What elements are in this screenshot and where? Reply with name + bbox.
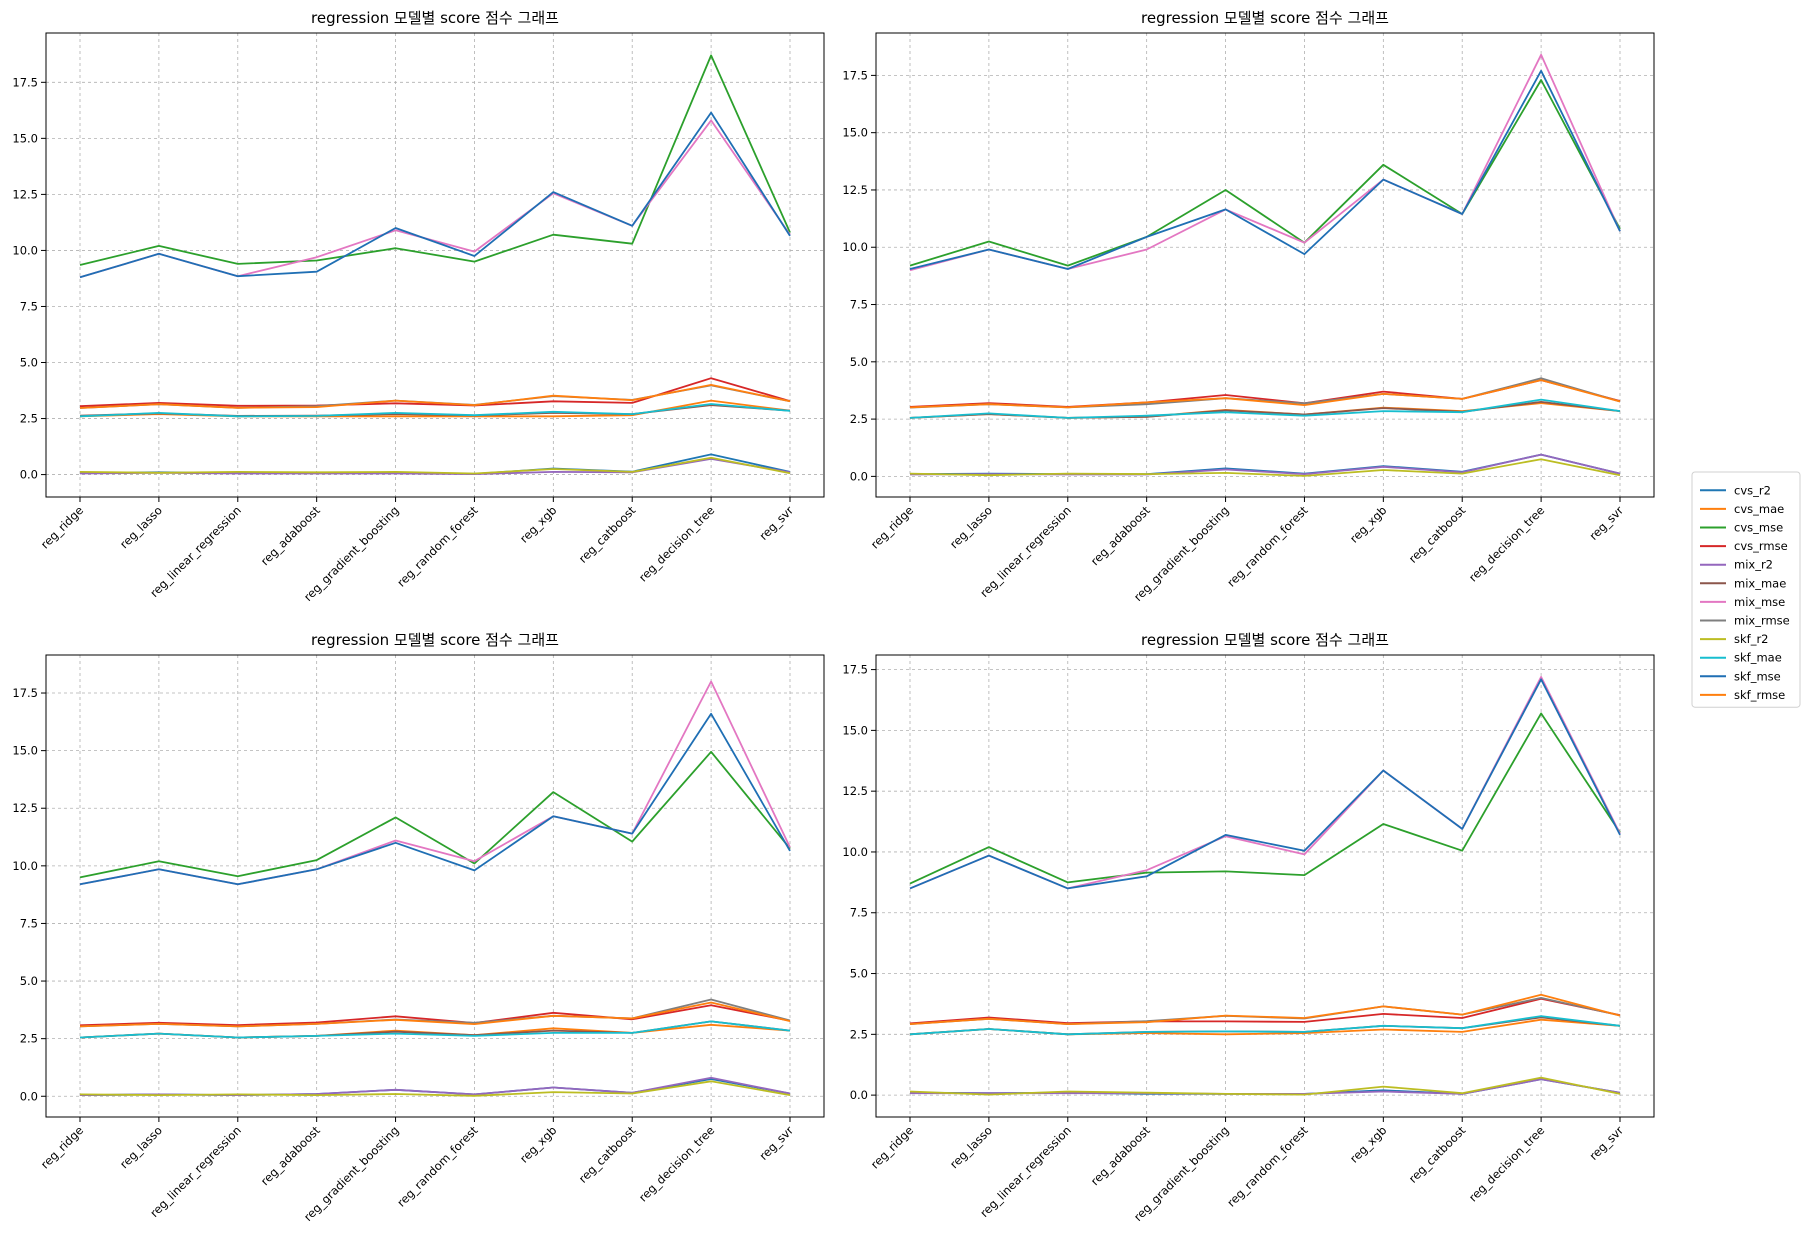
y-tick-label: 17.5 xyxy=(12,686,38,700)
y-tick-label: 0.0 xyxy=(850,1088,868,1102)
y-tick-label: 5.0 xyxy=(850,355,868,369)
legend-label-skf-mse: skf_mse xyxy=(1734,669,1781,683)
y-tick-label: 2.5 xyxy=(850,412,868,426)
series-line-skf-r2 xyxy=(79,456,791,475)
legend-label-skf-r2: skf_r2 xyxy=(1734,632,1769,646)
y-tick-label: 0.0 xyxy=(850,469,868,483)
plot-frame xyxy=(45,32,825,498)
y-tick-label: 12.5 xyxy=(842,784,868,798)
y-tick-label: 10.0 xyxy=(842,240,868,254)
series-line-skf-mse xyxy=(909,678,1621,890)
y-tick-label: 7.5 xyxy=(850,906,868,920)
chart-title: regression 모델별 score 점수 그래프 xyxy=(1141,9,1389,27)
chart-title: regression 모델별 score 점수 그래프 xyxy=(311,631,559,649)
plot-frame xyxy=(875,654,1655,1118)
series-line-cvs-rmse xyxy=(909,997,1621,1025)
legend-label-mix-r2: mix_r2 xyxy=(1734,558,1773,572)
legend-label-cvs-r2: cvs_r2 xyxy=(1734,483,1771,497)
y-tick-label: 12.5 xyxy=(12,801,38,815)
legend-label-skf-mae: skf_mae xyxy=(1734,651,1782,665)
plot-frame xyxy=(875,32,1655,498)
series-line-skf-rmse xyxy=(79,1001,791,1028)
y-tick-label: 2.5 xyxy=(20,1032,38,1046)
legend-label-mix-mae: mix_mae xyxy=(1734,576,1786,590)
y-tick-label: 5.0 xyxy=(20,974,38,988)
y-tick-label: 7.5 xyxy=(850,298,868,312)
y-tick-label: 5.0 xyxy=(850,967,868,981)
series-line-skf-mae xyxy=(909,398,1621,419)
y-tick-label: 5.0 xyxy=(20,356,38,370)
y-tick-label: 17.5 xyxy=(12,75,38,89)
chart-title: regression 모델별 score 점수 그래프 xyxy=(311,9,559,27)
series-line-skf-mae xyxy=(79,1020,791,1039)
plot-frame xyxy=(45,654,825,1118)
chart-title: regression 모델별 score 점수 그래프 xyxy=(1141,631,1389,649)
y-tick-label: 12.5 xyxy=(12,187,38,201)
series-line-skf-mae xyxy=(79,403,791,418)
legend-label-mix-rmse: mix_rmse xyxy=(1734,614,1790,628)
series-line-cvs-rmse xyxy=(79,1004,791,1027)
y-tick-label: 7.5 xyxy=(20,916,38,930)
y-tick-label: 0.0 xyxy=(20,468,38,482)
series-line-skf-r2 xyxy=(79,1080,791,1097)
y-tick-label: 10.0 xyxy=(12,243,38,257)
y-tick-label: 12.5 xyxy=(842,183,868,197)
y-tick-label: 0.0 xyxy=(20,1089,38,1103)
legend-label-cvs-mse: cvs_mse xyxy=(1734,521,1783,535)
series-line-skf-r2 xyxy=(909,458,1621,477)
series-line-cvs-mse xyxy=(79,54,791,266)
series-line-skf-r2 xyxy=(909,1076,1621,1096)
legend-label-cvs-mae: cvs_mae xyxy=(1734,502,1784,516)
legend-label-skf-rmse: skf_rmse xyxy=(1734,688,1785,702)
series-line-cvs-mse xyxy=(909,712,1621,885)
y-tick-label: 17.5 xyxy=(842,663,868,677)
y-tick-label: 2.5 xyxy=(850,1027,868,1041)
series-line-cvs-mse xyxy=(79,750,791,879)
series-line-cvs-rmse xyxy=(79,377,791,408)
y-tick-label: 15.0 xyxy=(12,744,38,758)
series-line-skf-mse xyxy=(909,69,1621,270)
series-line-skf-rmse xyxy=(909,379,1621,409)
y-tick-label: 15.0 xyxy=(842,723,868,737)
y-tick-label: 17.5 xyxy=(842,68,868,82)
legend-label-cvs-rmse: cvs_rmse xyxy=(1734,539,1788,553)
series-line-skf-rmse xyxy=(909,993,1621,1025)
series-line-skf-rmse xyxy=(79,383,791,409)
series-line-skf-mae xyxy=(909,1015,1621,1036)
series-line-skf-mse xyxy=(79,111,791,279)
y-tick-label: 15.0 xyxy=(12,131,38,145)
legend-label-mix-mse: mix_mse xyxy=(1734,595,1785,609)
series-line-cvs-mse xyxy=(909,79,1621,267)
legend-box xyxy=(1691,471,1801,708)
legend: cvs_r2 cvs_mae cvs_mse cvs_rmse mix_r2 mix_ma… xyxy=(1691,471,1801,708)
y-tick-label: 15.0 xyxy=(842,126,868,140)
y-tick-label: 10.0 xyxy=(842,845,868,859)
y-tick-label: 10.0 xyxy=(12,859,38,873)
series-line-skf-mse xyxy=(79,712,791,886)
y-tick-label: 7.5 xyxy=(20,299,38,313)
y-tick-label: 2.5 xyxy=(20,412,38,426)
